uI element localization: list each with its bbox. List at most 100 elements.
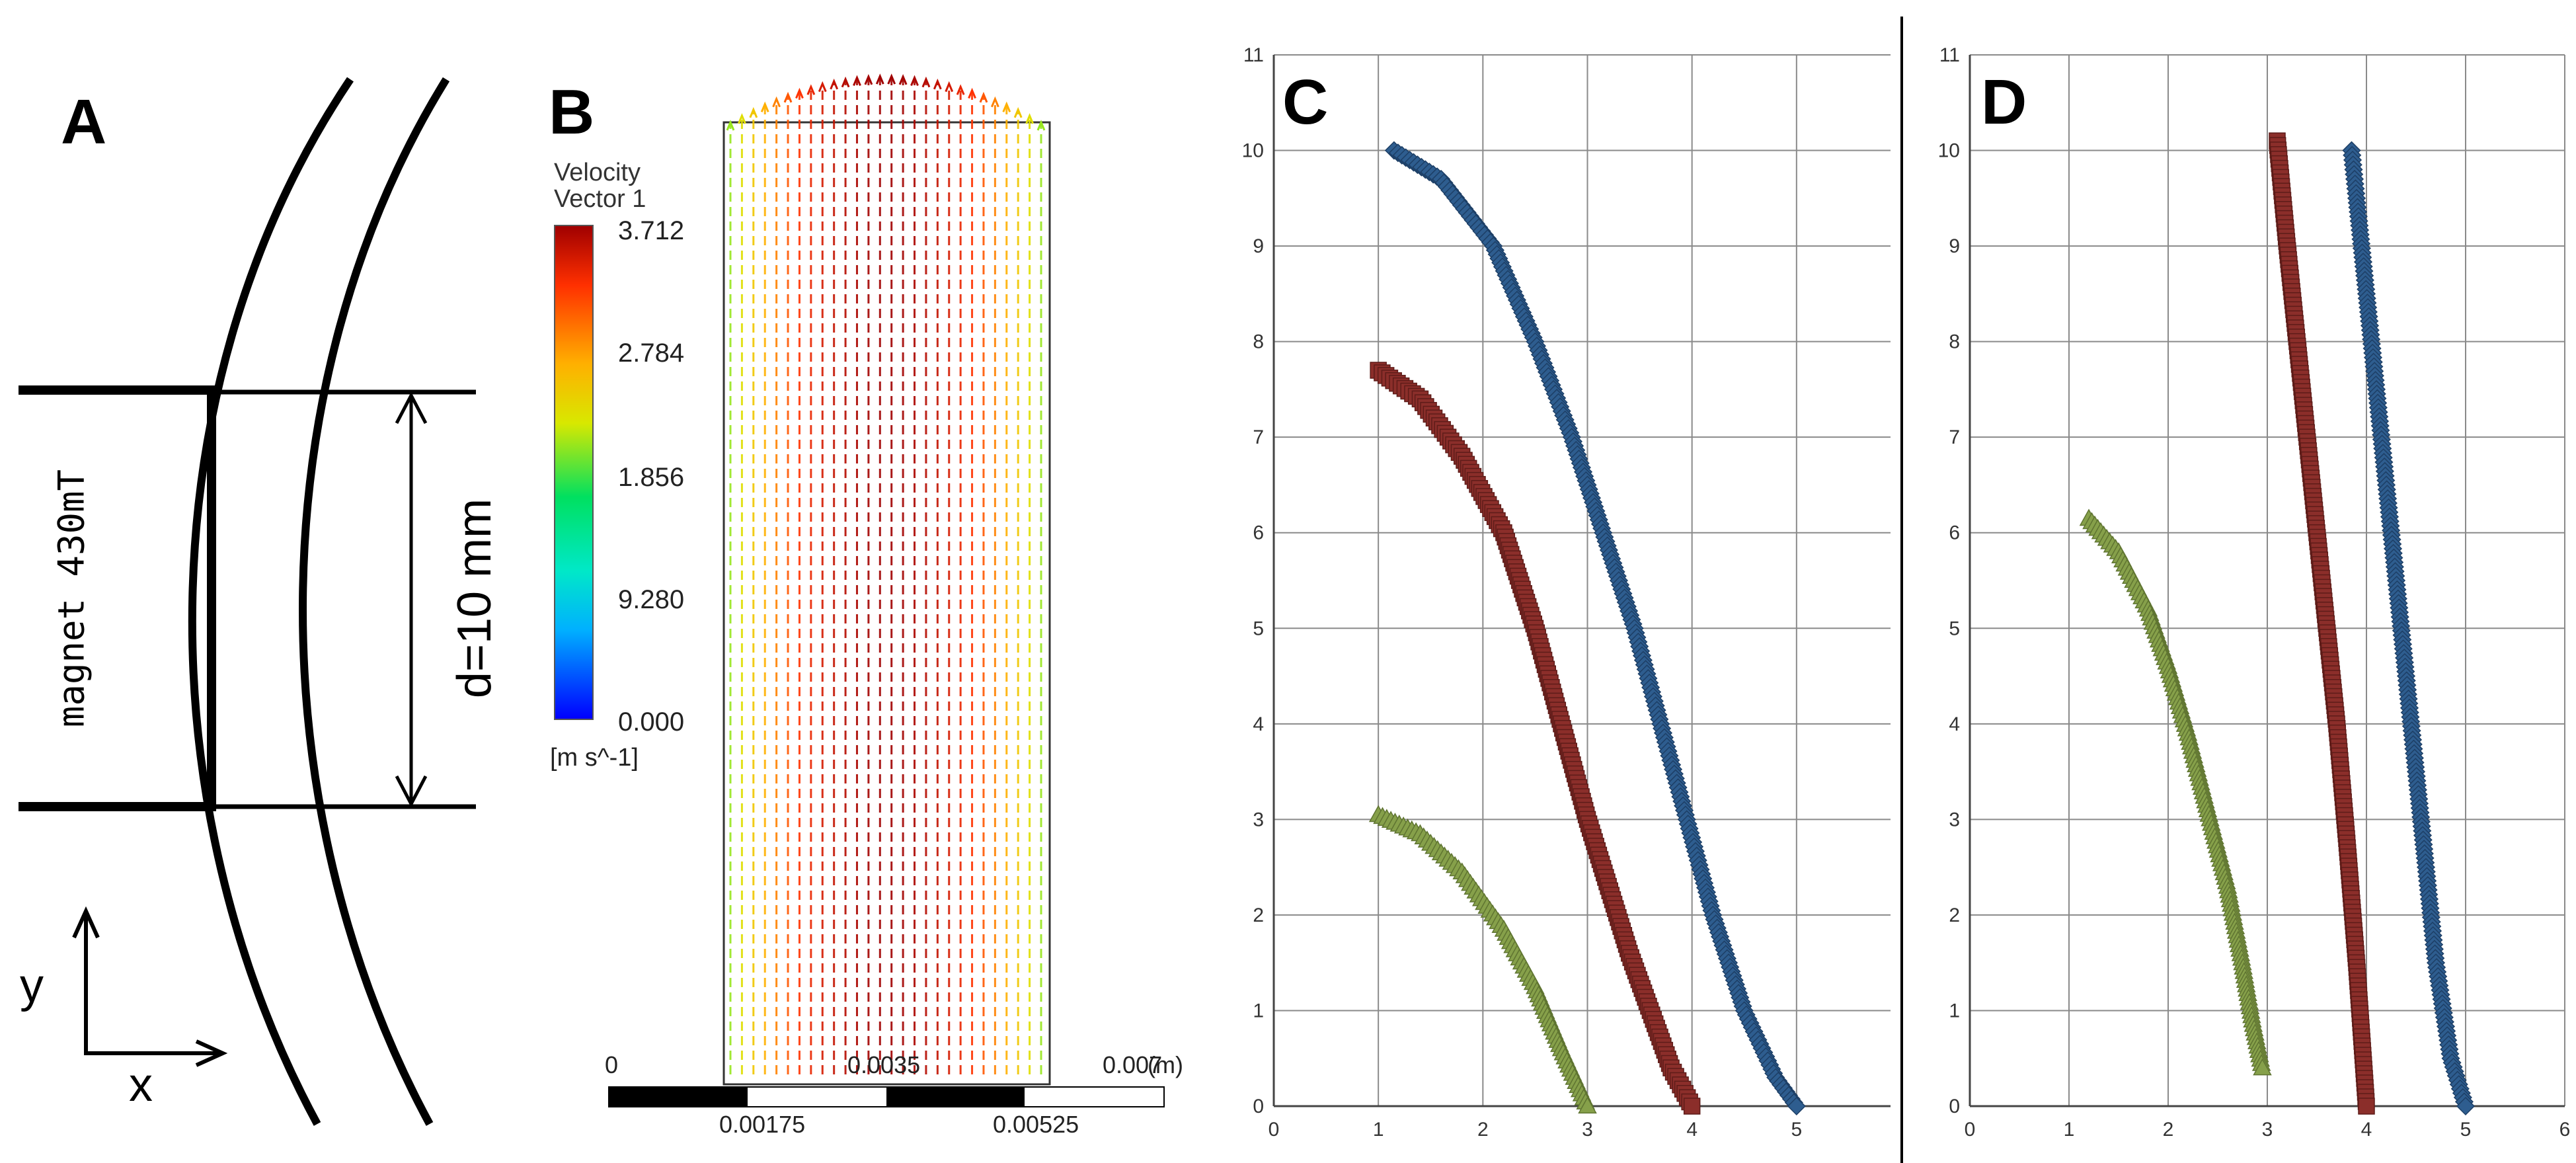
vector-column [990,96,999,1074]
x-tick-label: 6 [2559,1119,2571,1141]
series-red [2269,132,2375,1115]
y-tick-label: 7 [1253,426,1264,448]
chart-d: 0 1 2 3 4 5 6 0 1 2 3 4 5 6 7 8 9 10 11 [1938,44,2571,1141]
vector-column [738,113,746,1074]
data-point-blue [1787,1096,1806,1116]
vector-column [749,106,758,1074]
x-tick-label: 0 [1965,1119,1976,1141]
panel-b: B Velocity Vector 1 3.712 2.784 1.856 9.… [522,0,1190,1163]
vector-column [864,73,873,1074]
vector-column [853,75,861,1074]
vector-column [726,120,735,1074]
vector-column [1013,106,1023,1074]
x-tick-label: 5 [1791,1119,1802,1141]
vector-column [875,73,884,1074]
vector-column [910,75,919,1074]
velocity-vector-field [722,73,1051,1086]
y-axis-head [72,906,100,939]
vector-column [956,84,965,1074]
data-point-red [2358,1098,2375,1115]
vector-column [1036,120,1046,1074]
y-tick-label: 8 [1253,331,1264,353]
x-tick-label: 4 [1686,1119,1698,1141]
y-tick-label: 0 [1253,1096,1264,1117]
data-point-green [1578,1096,1597,1114]
vector-column [783,91,793,1074]
series-blue [1384,141,1806,1116]
panel-d-letter: D [1981,67,2027,138]
panel-divider [1900,17,1903,1163]
y-tick-label: 5 [1949,618,1960,639]
scale-label-0.007: 0.007 [1103,1051,1163,1078]
series-green [1368,805,1597,1114]
vector-column [806,84,816,1074]
vector-column [760,101,769,1074]
y-tick-label: 0 [1949,1096,1960,1117]
scale-label-0.00175: 0.00175 [719,1111,806,1138]
axis-x-label: x [129,1059,153,1111]
vessel-wall-outer [299,77,450,1126]
distance-arrow-head-bottom [395,775,428,808]
scale-label-0: 0 [605,1051,619,1078]
vector-column [887,73,896,1074]
x-tick-label: 5 [2460,1119,2472,1141]
legend-title-1: Velocity [554,159,641,186]
legend-tick-2: 2.784 [618,339,685,368]
data-point-red [1683,1098,1701,1115]
y-tick-label: 5 [1253,618,1264,639]
panel-c-letter: C [1282,67,1329,138]
panel-a: A magnet 430mT d=10 mm y x [0,0,522,1163]
axis-y-label: y [20,959,44,1012]
y-tick-label: 1 [1253,1000,1264,1022]
panel-a-letter: A [61,87,107,157]
vector-column [968,87,976,1074]
y-tick-label: 9 [1949,235,1960,257]
x-tick-label: 2 [2163,1119,2174,1141]
scale-bar-segment-1 [609,1088,748,1106]
y-tick-label: 2 [1253,904,1264,926]
scale-label-0.0035: 0.0035 [847,1051,921,1078]
y-tick-label: 6 [1949,522,1960,544]
y-tick-label: 11 [1939,44,1960,66]
data-point-green [2253,1058,2272,1076]
y-tick-label: 9 [1253,235,1264,257]
vector-column [898,73,908,1074]
vector-column [979,91,988,1074]
legend-title-2: Vector 1 [554,185,646,213]
series-red [1370,362,1701,1115]
vector-column [921,76,931,1074]
domain-outline [722,121,1051,1086]
y-tick-label: 1 [1949,1000,1960,1022]
y-tick-label: 8 [1949,331,1960,353]
y-tick-label: 7 [1949,426,1960,448]
scale-bar [608,1086,1165,1107]
scale-label-0.00525: 0.00525 [993,1111,1079,1138]
x-axis-head [195,1039,228,1067]
y-tick-label: 10 [1242,140,1264,162]
x-tick-label: 4 [2361,1119,2372,1141]
legend-unit: [m s^-1] [550,744,639,772]
scale-label-unit: (m) [1148,1051,1183,1078]
distance-arrow-head-top [395,391,428,424]
vector-column [945,81,954,1074]
x-tick-label: 1 [2064,1119,2075,1141]
panel-b-letter: B [549,77,595,147]
vector-column [933,78,942,1074]
vector-column [830,78,839,1074]
data-point-blue [2456,1096,2476,1116]
legend-color-bar [554,225,594,720]
y-tick-label: 3 [1949,809,1960,830]
y-tick-label: 10 [1938,140,1960,162]
vector-column [841,76,850,1074]
vector-column [1002,101,1011,1074]
x-tick-label: 3 [2262,1119,2273,1141]
series-blue [2342,141,2476,1116]
x-tick-label: 2 [1477,1119,1489,1141]
panel-a-schematic [19,77,476,1126]
x-tick-label: 3 [1582,1119,1593,1141]
y-tick-label: 6 [1253,522,1264,544]
vector-column [772,96,781,1074]
x-tick-label: 0 [1268,1119,1280,1141]
